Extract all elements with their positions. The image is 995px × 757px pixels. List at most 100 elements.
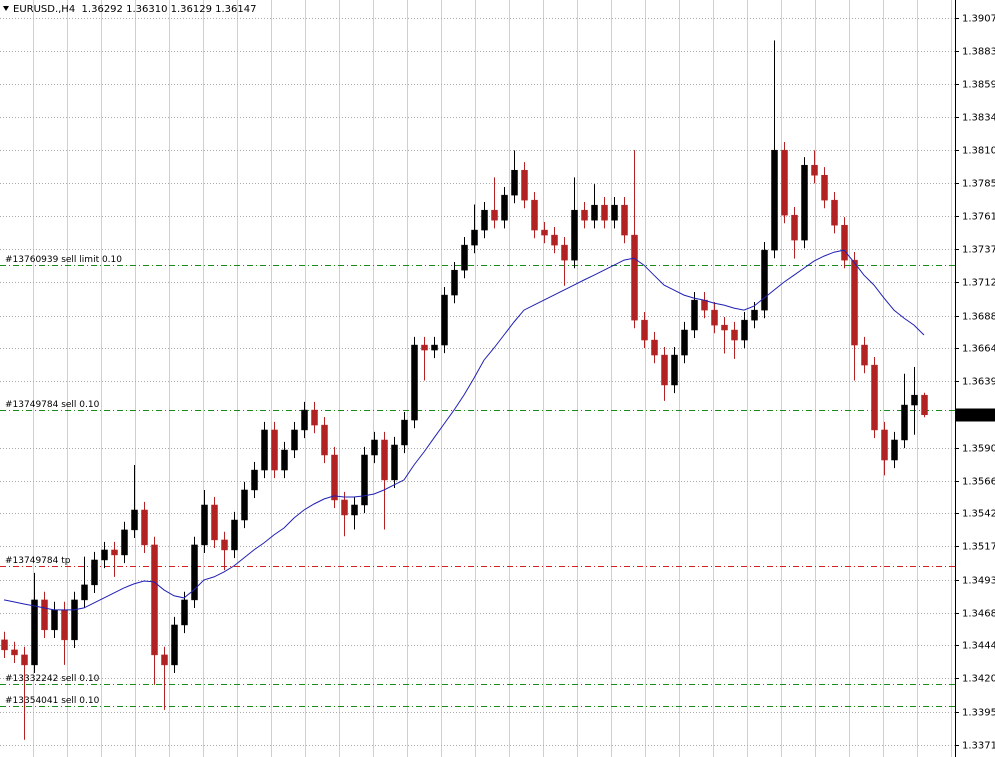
candle-body bbox=[801, 164, 808, 241]
candle-body bbox=[71, 599, 78, 641]
candle-body bbox=[651, 339, 658, 356]
candle-body bbox=[311, 409, 318, 426]
candle-body bbox=[431, 344, 438, 351]
candle-body bbox=[781, 149, 788, 216]
candle-body bbox=[831, 199, 838, 226]
candle-body bbox=[761, 249, 768, 311]
candle-body bbox=[901, 404, 908, 441]
y-tick-label: 1.33955 bbox=[962, 708, 995, 719]
candle-body bbox=[691, 299, 698, 331]
y-tick-label: 1.36395 bbox=[962, 377, 995, 388]
candle-body bbox=[551, 234, 558, 246]
order-level-label: #13332242 sell 0.10 bbox=[5, 674, 100, 684]
candle-body bbox=[401, 419, 408, 446]
candle-body bbox=[861, 344, 868, 366]
y-tick-label: 1.36880 bbox=[962, 312, 995, 323]
candle-body bbox=[151, 544, 158, 656]
candle-body bbox=[361, 454, 368, 506]
candle-body bbox=[511, 169, 518, 196]
candle-body bbox=[111, 549, 118, 556]
order-level-label: #13760939 sell limit 0.10 bbox=[5, 255, 122, 265]
candle-body bbox=[601, 204, 608, 221]
candle-body bbox=[11, 649, 18, 656]
candle-body bbox=[851, 259, 858, 346]
symbol-menu-icon[interactable] bbox=[3, 6, 9, 11]
candle-body bbox=[231, 519, 238, 551]
candle-body bbox=[251, 469, 258, 491]
candle-body bbox=[721, 324, 728, 331]
candles bbox=[1, 40, 928, 740]
y-tick-label: 1.37125 bbox=[962, 278, 995, 289]
candle-body bbox=[121, 529, 128, 556]
y-tick-label: 1.35175 bbox=[962, 542, 995, 553]
candle-body bbox=[181, 599, 188, 626]
time-grid bbox=[0, 0, 955, 757]
candle-body bbox=[261, 429, 268, 471]
grid bbox=[0, 18, 955, 746]
candle-body bbox=[341, 499, 348, 516]
chart-title: EURUSD.,H4 1.36292 1.36310 1.36129 1.361… bbox=[13, 4, 257, 15]
candle-body bbox=[811, 164, 818, 176]
y-tick-label: 1.34445 bbox=[962, 641, 995, 652]
candle-body bbox=[61, 609, 68, 641]
candle-body bbox=[661, 354, 668, 386]
candle-body bbox=[21, 654, 28, 666]
candle-body bbox=[621, 204, 628, 236]
y-tick-label: 1.35660 bbox=[962, 477, 995, 488]
candle-body bbox=[681, 329, 688, 356]
candle-body bbox=[51, 609, 58, 631]
candle-body bbox=[581, 209, 588, 221]
candle-body bbox=[171, 624, 178, 666]
candle-body bbox=[841, 224, 848, 261]
current-price-label: 1.36147 bbox=[962, 411, 995, 422]
current-price-box bbox=[956, 408, 995, 422]
candle-body bbox=[321, 424, 328, 456]
candle-body bbox=[291, 429, 298, 451]
candle-body bbox=[871, 364, 878, 431]
candle-body bbox=[461, 244, 468, 271]
order-level-label: #13749784 sell 0.10 bbox=[5, 400, 100, 410]
candle-body bbox=[131, 509, 138, 531]
candle-body bbox=[731, 329, 738, 341]
candle-body bbox=[531, 199, 538, 231]
candle-body bbox=[591, 204, 598, 221]
candle-body bbox=[221, 539, 228, 551]
y-tick-label: 1.34200 bbox=[962, 674, 995, 685]
candle-body bbox=[1, 639, 8, 651]
candle-body bbox=[891, 439, 898, 461]
candle-body bbox=[241, 489, 248, 521]
y-tick-label: 1.35905 bbox=[962, 444, 995, 455]
candle-body bbox=[571, 209, 578, 261]
candle-body bbox=[91, 559, 98, 586]
candle-body bbox=[521, 169, 528, 201]
candle-body bbox=[41, 599, 48, 631]
candle-body bbox=[741, 319, 748, 341]
candle-body bbox=[271, 429, 278, 471]
candle-body bbox=[771, 149, 778, 251]
candle-body bbox=[211, 504, 218, 541]
candle-body bbox=[711, 309, 718, 326]
y-tick-label: 1.37615 bbox=[962, 212, 995, 223]
candle-body bbox=[881, 429, 888, 461]
order-level-label: #13749784 tp bbox=[5, 556, 71, 566]
y-tick-label: 1.34685 bbox=[962, 609, 995, 620]
candle-body bbox=[281, 449, 288, 471]
y-tick-label: 1.37370 bbox=[962, 245, 995, 256]
moving-average-line bbox=[3, 249, 925, 611]
candle-body bbox=[411, 344, 418, 421]
y-tick-label: 1.38830 bbox=[962, 47, 995, 58]
candle-body bbox=[381, 439, 388, 481]
candle-body bbox=[751, 309, 758, 321]
candle-body bbox=[351, 504, 358, 516]
candle-body bbox=[491, 209, 498, 221]
candle-body bbox=[101, 549, 108, 561]
candle-body bbox=[671, 354, 678, 386]
candle-body bbox=[81, 584, 88, 601]
candle-body bbox=[31, 599, 38, 666]
y-tick-label: 1.38345 bbox=[962, 113, 995, 124]
candle-body bbox=[911, 394, 918, 406]
y-tick-label: 1.39075 bbox=[962, 14, 995, 25]
candle-body bbox=[301, 409, 308, 431]
